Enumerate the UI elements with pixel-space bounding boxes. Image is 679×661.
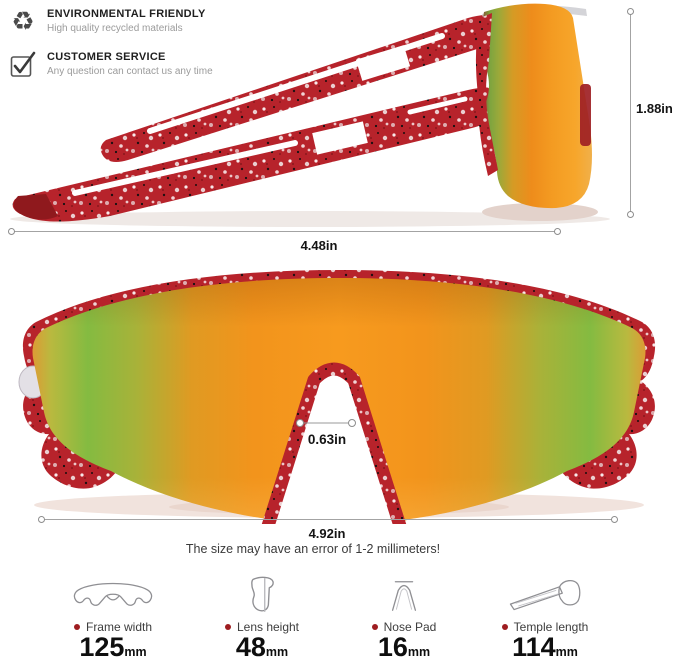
front-width-dim-line [38, 516, 618, 523]
temple-arm-upper [100, 15, 499, 162]
feature-subtitle: Any question can contact us any time [47, 66, 213, 77]
feature-customer-service: CUSTOMER SERVICE Any question can contac… [8, 49, 308, 79]
spec-label-text: Lens height [236, 620, 300, 634]
sunglasses-front-view-image: 0.63in [18, 270, 656, 524]
spec-value-number: 125 [79, 632, 125, 661]
spec-value-number: 48 [235, 632, 266, 661]
sunglasses-side-view-image [10, 3, 610, 227]
spec-unit: mm [124, 645, 147, 659]
feature-title: CUSTOMER SERVICE [47, 51, 166, 63]
spec-nose-pad: Nose Pad 16mm [329, 575, 479, 661]
nose-dim-label: 0.63in [308, 432, 346, 447]
recycle-icon: ♻ [11, 6, 35, 36]
feature-subtitle: High quality recycled materials [47, 23, 183, 34]
feature-list: ♻ ENVIRONMENTAL FRIENDLY High quality re… [8, 6, 308, 92]
side-width-dim-label: 4.48in [300, 238, 338, 253]
side-shadow [10, 211, 610, 227]
red-bullet [501, 624, 508, 630]
spec-label-text: Frame width [85, 620, 153, 634]
spec-lens-height: Lens height 48mm [187, 575, 337, 661]
front-width-dim-label: 4.92in [308, 526, 346, 541]
red-bullet [224, 624, 231, 630]
spec-label-text: Nose Pad [383, 620, 437, 634]
spec-frame-width: Frame width 125mm [38, 575, 188, 661]
side-height-dim-label: 1.88in [636, 101, 673, 116]
nose-bridge [261, 362, 407, 524]
spec-row: Frame width 125mm Lens height 48mm [0, 575, 679, 661]
temple-length-icon [470, 575, 620, 615]
spec-unit: mm [555, 645, 578, 659]
nose-dim-line [296, 419, 356, 427]
side-width-dim-line [8, 228, 561, 235]
spec-label-text: Temple length [513, 620, 589, 634]
spec-unit: mm [407, 645, 431, 659]
spec-value-number: 16 [377, 632, 408, 661]
size-tolerance-note: The size may have an error of 1-2 millim… [185, 542, 441, 556]
lens-height-icon [187, 575, 337, 615]
spec-unit: mm [265, 645, 289, 659]
frame-width-icon [38, 575, 188, 615]
feature-environmental: ♻ ENVIRONMENTAL FRIENDLY High quality re… [8, 6, 308, 36]
checkbox-icon [8, 49, 38, 79]
red-bullet [73, 624, 80, 630]
temple-arm-lower [12, 87, 504, 222]
feature-title: ENVIRONMENTAL FRIENDLY [47, 8, 206, 20]
nose-pad-icon [329, 575, 479, 615]
spec-temple-length: Temple length 114mm [470, 575, 620, 661]
side-height-dim-line [627, 8, 634, 218]
temple-tip [580, 84, 591, 146]
spec-value-number: 114 [512, 632, 556, 661]
red-bullet [371, 624, 378, 630]
side-lens [475, 3, 592, 209]
